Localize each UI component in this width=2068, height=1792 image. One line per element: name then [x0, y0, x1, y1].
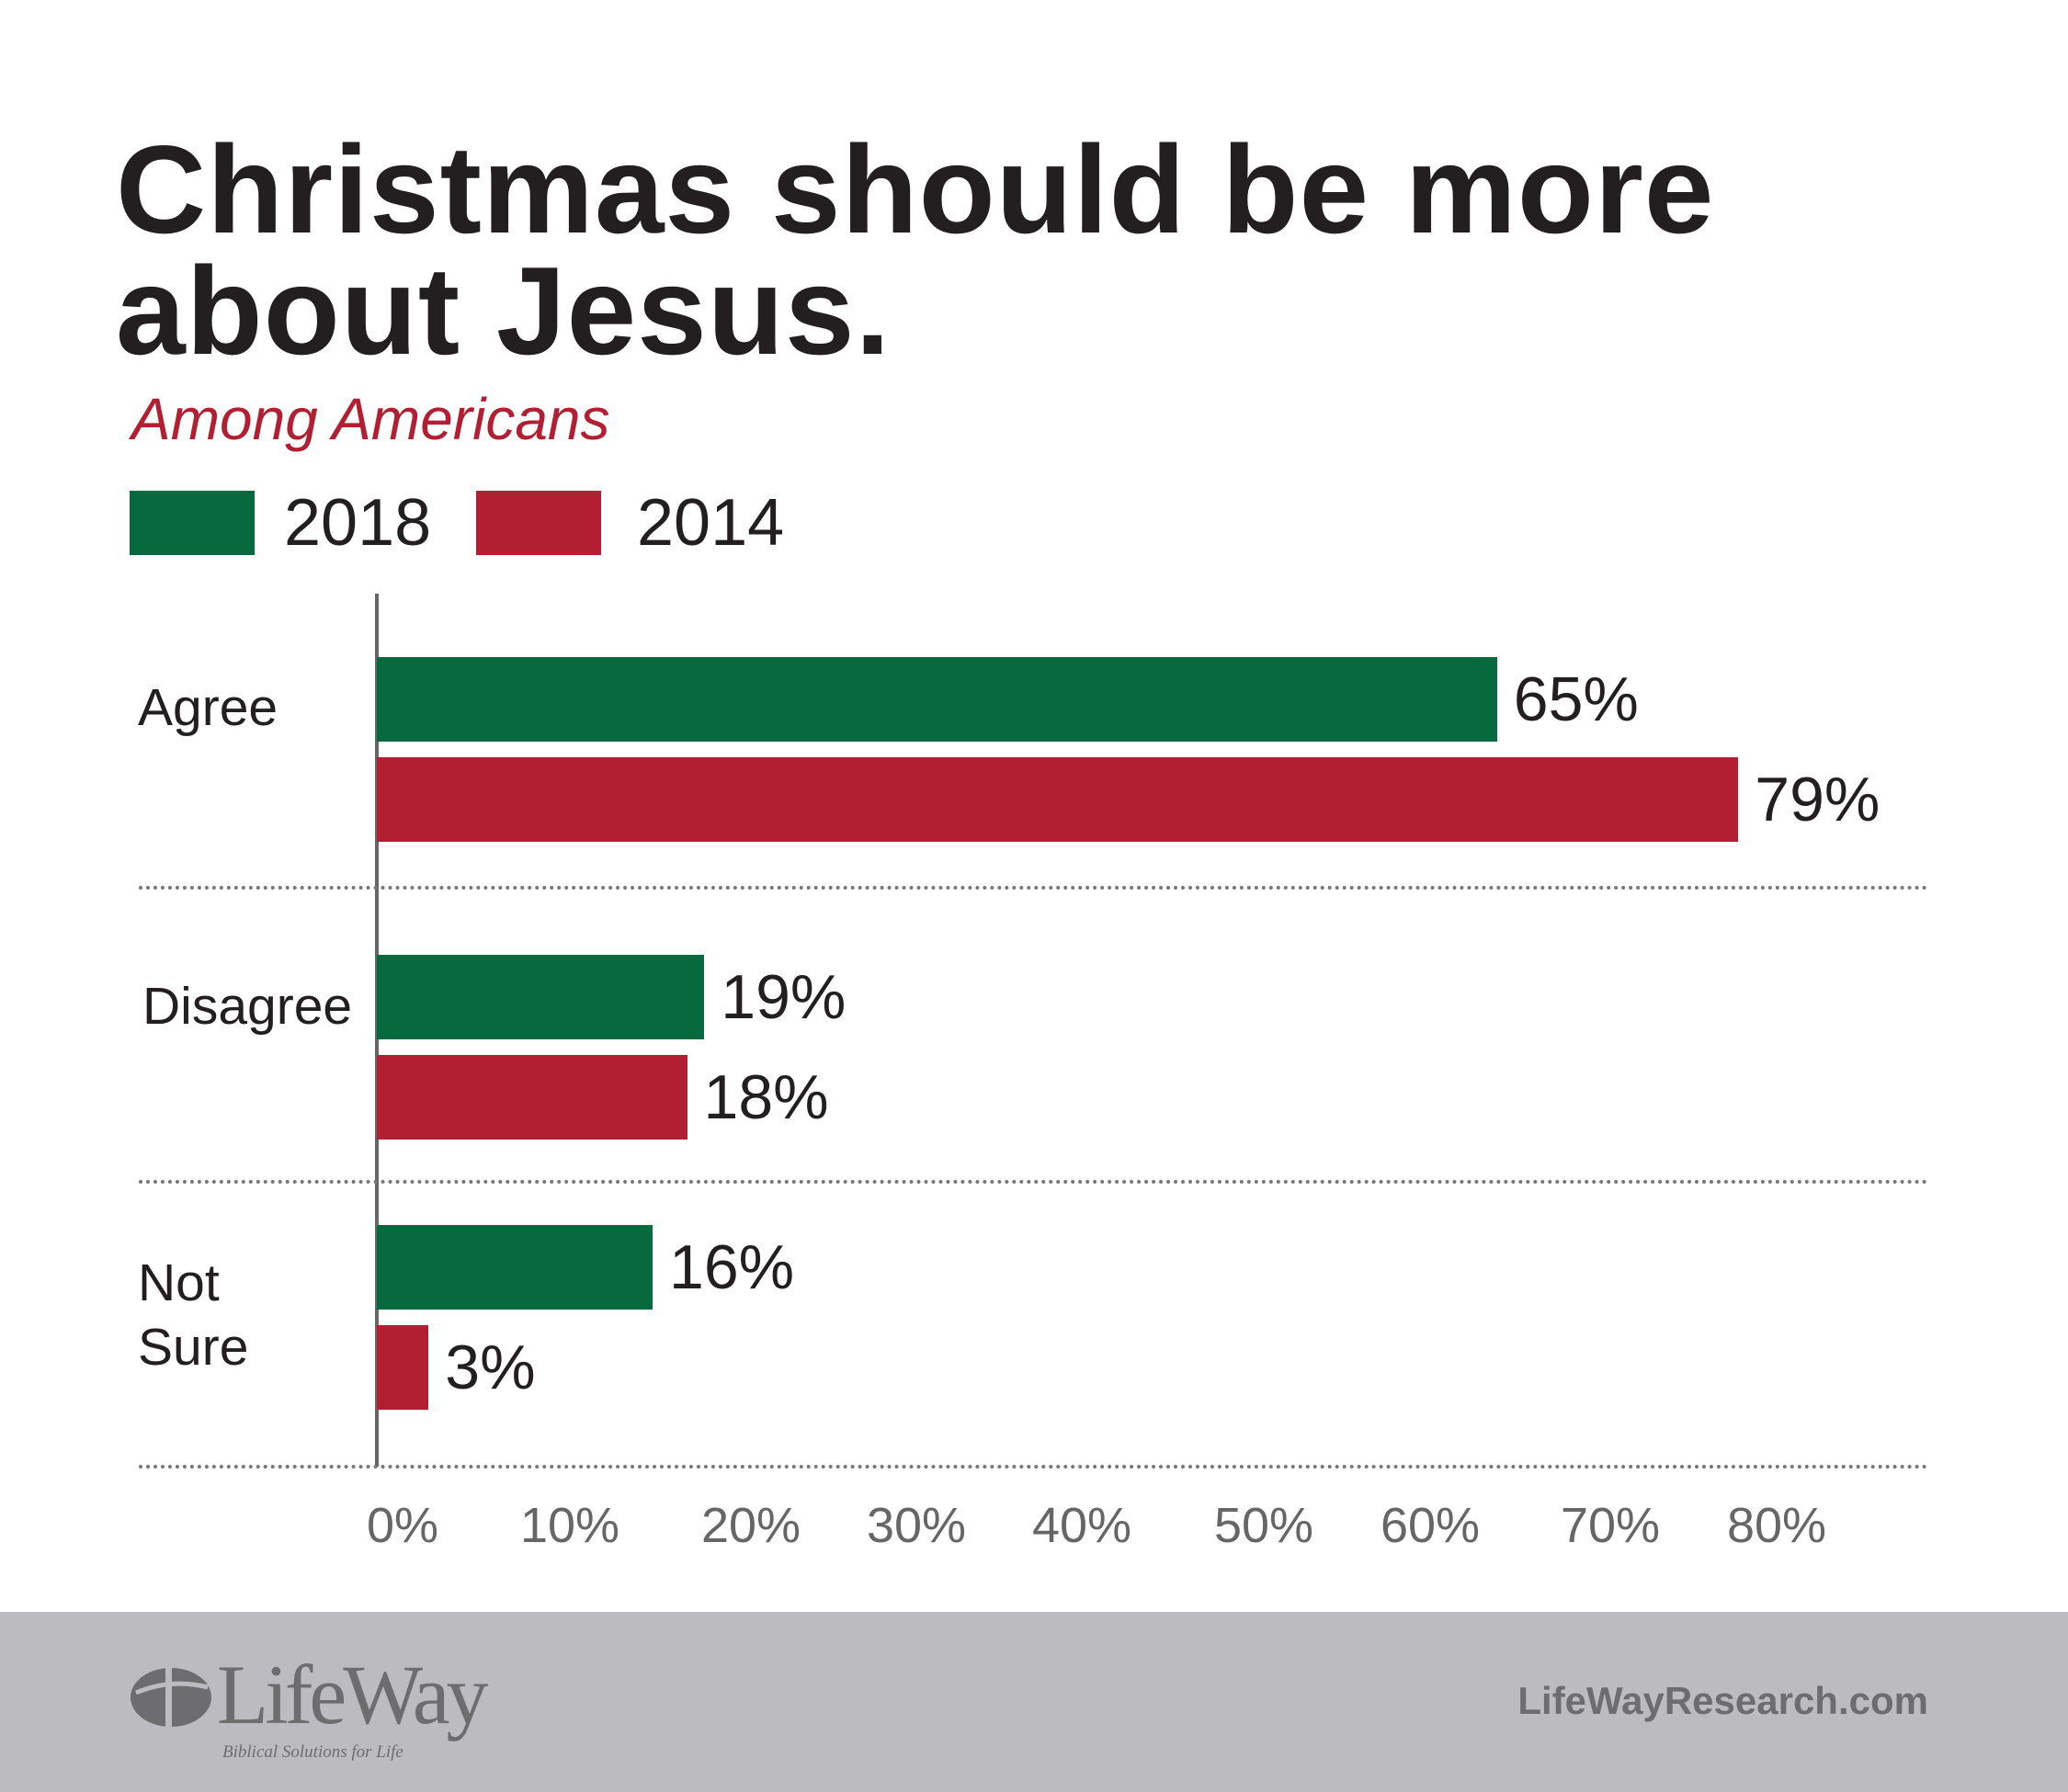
- bar-2018-disagree: [377, 955, 705, 1039]
- bar-2014-disagree: [377, 1055, 687, 1140]
- logo-wordmark: LifeWay: [217, 1648, 489, 1741]
- value-label: 3%: [445, 1333, 536, 1402]
- x-tick-label: 20%: [700, 1498, 801, 1553]
- footer: LifeWay Biblical Solutions for Life Life…: [0, 1612, 2068, 1792]
- bar-2014-not-sure: [377, 1325, 429, 1410]
- x-tick-label: 0%: [366, 1498, 439, 1553]
- bar-2018-agree: [377, 657, 1497, 742]
- x-tick-label: 40%: [1031, 1498, 1132, 1553]
- separator-line: [139, 886, 1928, 890]
- category-label: Agree: [138, 678, 278, 737]
- bar-2014-agree: [377, 757, 1739, 842]
- bar-2018-not-sure: [377, 1225, 653, 1310]
- category-label: Not: [138, 1253, 220, 1312]
- chart-subtitle: Among Americans: [131, 386, 610, 452]
- website-url[interactable]: LifeWayResearch.com: [1517, 1679, 1928, 1722]
- x-tick-label: 60%: [1380, 1498, 1481, 1553]
- logo-tagline: Biblical Solutions for Life: [222, 1742, 403, 1762]
- legend-label-2018: 2018: [284, 486, 432, 560]
- value-label: 18%: [703, 1062, 829, 1132]
- category-label: Sure: [138, 1318, 249, 1377]
- chart-title: Christmas should be more about Jesus.: [116, 127, 1714, 373]
- legend-swatch-2018: [130, 491, 255, 555]
- category-label: Disagree: [142, 977, 353, 1036]
- x-tick-label: 80%: [1726, 1498, 1827, 1553]
- lifeway-logo: LifeWay Biblical Solutions for Life: [129, 1652, 489, 1764]
- value-label: 19%: [721, 962, 847, 1032]
- x-tick-label: 70%: [1560, 1498, 1661, 1553]
- separator-line: [139, 1465, 1928, 1469]
- separator-line: [139, 1180, 1928, 1184]
- title-line-2: about Jesus.: [116, 241, 892, 380]
- lifeway-emblem-icon: [131, 1668, 211, 1727]
- legend-label-2014: 2014: [637, 486, 785, 560]
- value-label: 79%: [1755, 765, 1881, 834]
- x-tick-label: 10%: [519, 1498, 620, 1553]
- x-tick-label: 30%: [866, 1498, 967, 1553]
- value-label: 16%: [669, 1232, 795, 1302]
- value-label: 65%: [1513, 664, 1639, 734]
- legend-swatch-2014: [476, 491, 601, 555]
- x-tick-label: 50%: [1213, 1498, 1314, 1553]
- title-line-1: Christmas should be more: [116, 119, 1715, 259]
